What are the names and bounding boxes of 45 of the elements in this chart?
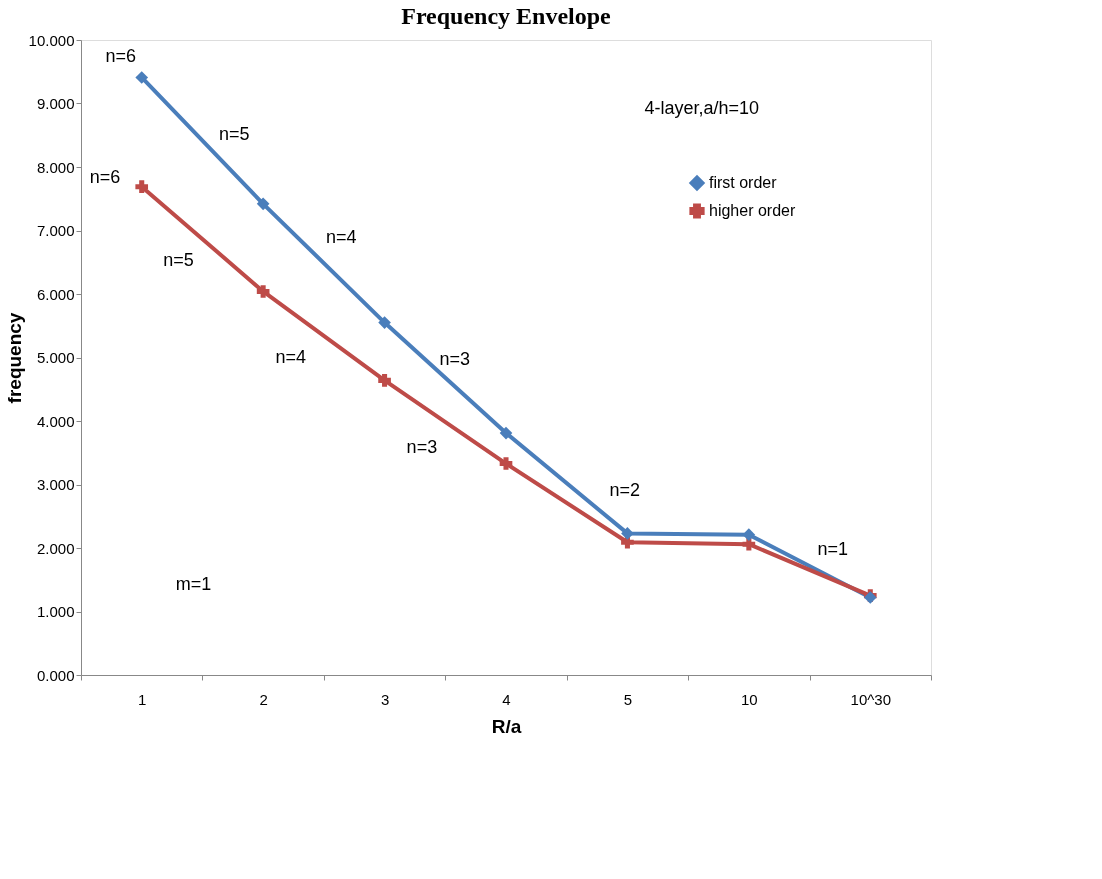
point bbox=[135, 180, 149, 194]
point bbox=[499, 457, 513, 470]
y-tick-label: 2.000 bbox=[36, 539, 75, 557]
point bbox=[378, 374, 391, 387]
y-tick-label: 6.000 bbox=[36, 285, 75, 303]
x-tick-label: 1 bbox=[138, 690, 147, 708]
annotation: n=4 bbox=[275, 346, 307, 367]
point bbox=[378, 316, 391, 329]
y-tick-label: 8.000 bbox=[36, 158, 75, 176]
annotation: n=6 bbox=[105, 45, 137, 66]
annotation: n=5 bbox=[163, 250, 194, 271]
point bbox=[742, 528, 756, 541]
y-tick-label: 10.000 bbox=[28, 31, 75, 49]
x-tick-label: 4 bbox=[502, 690, 511, 708]
point bbox=[135, 71, 149, 84]
annotation: n=1 bbox=[817, 539, 848, 560]
point bbox=[256, 197, 270, 211]
y-tick-label: 7.000 bbox=[36, 222, 75, 239]
point bbox=[621, 527, 634, 540]
point bbox=[256, 285, 270, 298]
annotation: n=2 bbox=[609, 479, 640, 500]
chart-title: Frequency Envelope bbox=[401, 3, 612, 29]
y-tick-label: 1.000 bbox=[36, 603, 75, 620]
y-tick-label: 0.000 bbox=[36, 666, 75, 684]
annotation: n=3 bbox=[406, 437, 438, 458]
x-tick-label: 2 bbox=[259, 690, 268, 708]
annotation: 4-layer,a/h=10 bbox=[644, 98, 759, 119]
point bbox=[499, 426, 513, 440]
x-tick-label: 5 bbox=[623, 690, 633, 708]
legend-label: first order bbox=[709, 174, 778, 191]
x-tick-label: 10^30 bbox=[850, 690, 891, 708]
annotation: n=3 bbox=[439, 349, 470, 370]
annotation: n=5 bbox=[218, 124, 250, 145]
annotation: n=6 bbox=[89, 166, 121, 187]
y-tick-label: 9.000 bbox=[36, 95, 75, 112]
annotation: m=1 bbox=[175, 574, 212, 595]
y-tick-label: 4.000 bbox=[36, 412, 75, 430]
x-axis-title: R/a bbox=[491, 715, 522, 737]
y-tick-label: 3.000 bbox=[36, 476, 75, 493]
x-tick-label: 3 bbox=[380, 690, 390, 708]
x-tick-label: 10 bbox=[741, 690, 758, 708]
y-axis-title: frequency bbox=[3, 312, 25, 404]
legend-label: higher order bbox=[709, 202, 796, 219]
annotation: n=4 bbox=[326, 227, 357, 248]
y-tick-label: 5.000 bbox=[36, 349, 75, 366]
